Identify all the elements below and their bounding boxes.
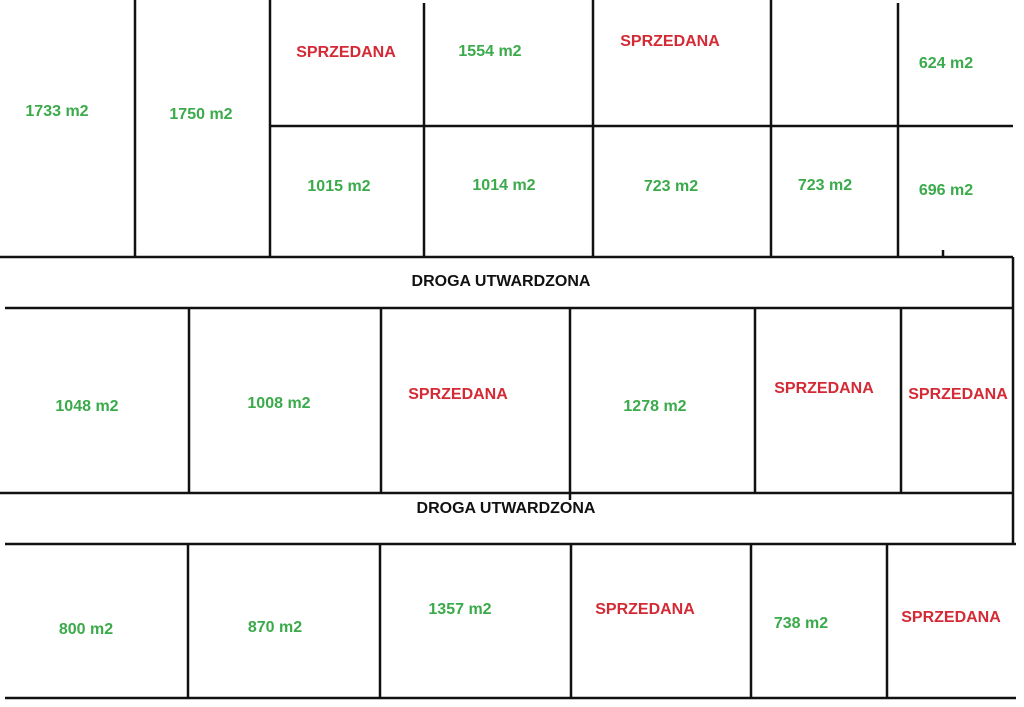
lot-label: 800 m2 xyxy=(59,621,113,638)
lot-label: 1750 m2 xyxy=(169,106,232,123)
road-label: DROGA UTWARDZONA xyxy=(412,273,591,290)
lot-label: 1357 m2 xyxy=(428,601,491,618)
lot-label: SPRZEDANA xyxy=(296,44,396,61)
lot-label: 624 m2 xyxy=(919,55,973,72)
lot-label: 1554 m2 xyxy=(458,43,521,60)
lot-label: SPRZEDANA xyxy=(620,33,720,50)
lot-label: 1008 m2 xyxy=(247,395,310,412)
lot-label: 1014 m2 xyxy=(472,177,535,194)
lot-label: 1048 m2 xyxy=(55,398,118,415)
lot-label: 1278 m2 xyxy=(623,398,686,415)
lot-label: SPRZEDANA xyxy=(595,601,695,618)
lot-label: 1733 m2 xyxy=(25,103,88,120)
lot-label: SPRZEDANA xyxy=(408,386,508,403)
road-label: DROGA UTWARDZONA xyxy=(417,500,596,517)
lot-label: 1015 m2 xyxy=(307,178,370,195)
lot-label: 738 m2 xyxy=(774,615,828,632)
lot-label: 723 m2 xyxy=(798,177,852,194)
lot-label: SPRZEDANA xyxy=(774,380,874,397)
lot-label: SPRZEDANA xyxy=(908,386,1008,403)
lot-label: 696 m2 xyxy=(919,182,973,199)
lot-label: SPRZEDANA xyxy=(901,609,1001,626)
lot-label: 870 m2 xyxy=(248,619,302,636)
lot-label: 723 m2 xyxy=(644,178,698,195)
